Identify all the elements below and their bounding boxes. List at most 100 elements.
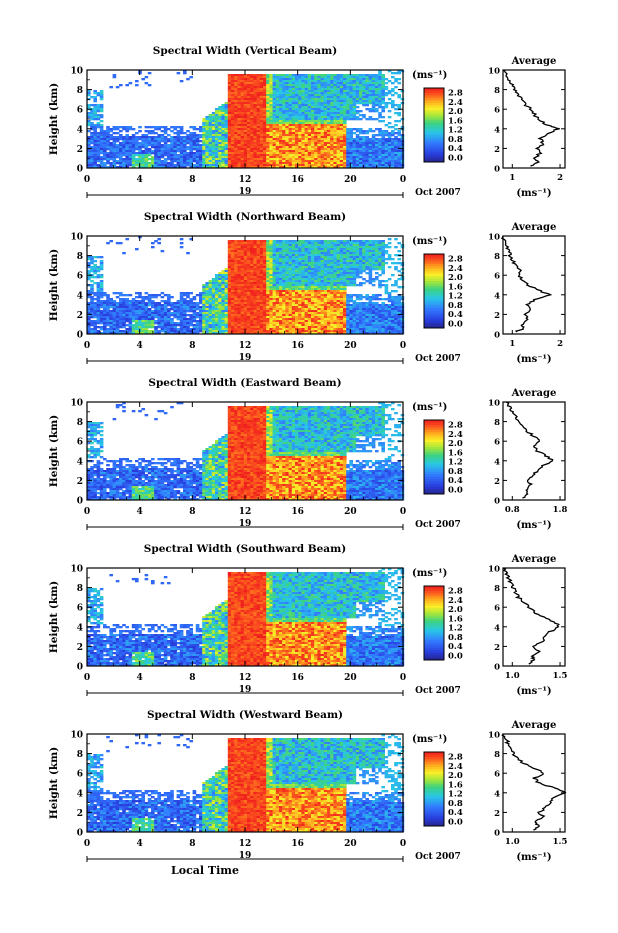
heatmap-cell <box>266 160 270 162</box>
heatmap-cell <box>247 268 251 270</box>
heatmap-cell <box>209 326 213 328</box>
heatmap-cell <box>231 96 235 98</box>
heatmap-cell <box>327 124 331 126</box>
heatmap-cell <box>225 140 229 142</box>
heatmap-cell <box>285 100 289 102</box>
heatmap-cell <box>285 110 289 112</box>
heatmap-cell <box>305 144 309 146</box>
heatmap-cell <box>241 246 245 248</box>
heatmap-cell <box>391 126 395 128</box>
heatmap-cell <box>362 132 366 134</box>
heatmap-cell <box>129 306 133 308</box>
heatmap-cell <box>151 324 155 326</box>
heatmap-cell <box>234 144 238 146</box>
heatmap-cell <box>317 94 321 96</box>
heatmap-cell <box>285 108 289 110</box>
heatmap-cell <box>209 286 213 288</box>
heatmap-cell <box>244 98 248 100</box>
heatmap-cell <box>129 320 133 322</box>
heatmap-cell <box>305 154 309 156</box>
heatmap-cell <box>231 150 235 152</box>
heatmap-cell <box>215 134 219 136</box>
heatmap-cell <box>276 154 280 156</box>
heatmap-cell <box>100 132 104 134</box>
heatmap-cell <box>257 84 261 86</box>
heatmap-cell <box>241 120 245 122</box>
heatmap-cell <box>212 282 216 284</box>
heatmap-cell <box>276 98 280 100</box>
heatmap-cell <box>170 136 174 138</box>
heatmap-cell <box>228 150 232 152</box>
heatmap-cell <box>289 164 293 166</box>
heatmap-cell <box>109 146 113 148</box>
heatmap-cell <box>97 114 101 116</box>
heatmap-cell <box>257 118 261 120</box>
heatmap-cell <box>346 80 350 82</box>
heatmap-cell <box>119 84 123 86</box>
heatmap-cell <box>151 320 155 322</box>
heatmap-cell <box>257 122 261 124</box>
heatmap-cell <box>273 86 277 88</box>
heatmap-cell <box>247 144 251 146</box>
heatmap-cell <box>183 150 187 152</box>
heatmap-cell <box>218 276 222 278</box>
heatmap-cell <box>93 304 97 306</box>
heatmap-cell <box>289 126 293 128</box>
heatmap-cell <box>141 298 145 300</box>
heatmap-cell <box>218 130 222 132</box>
heatmap-cell <box>167 128 171 130</box>
heatmap-cell <box>381 136 385 138</box>
heatmap-cell <box>193 144 197 146</box>
heatmap-cell <box>221 152 225 154</box>
heatmap-cell <box>173 316 177 318</box>
heatmap-cell <box>343 146 347 148</box>
heatmap-cell <box>282 154 286 156</box>
heatmap-cell <box>276 106 280 108</box>
heatmap-cell <box>180 128 184 130</box>
heatmap-cell <box>106 310 110 312</box>
heatmap-cell <box>129 160 133 162</box>
heatmap-cell <box>266 116 270 118</box>
heatmap-cell <box>253 326 257 328</box>
heatmap-cell <box>228 276 232 278</box>
heatmap-cell <box>97 150 101 152</box>
heatmap-cell <box>257 282 261 284</box>
heatmap-cell <box>317 76 321 78</box>
heatmap-cell <box>186 308 190 310</box>
heatmap-cell <box>228 120 232 122</box>
heatmap-cell <box>276 84 280 86</box>
heatmap-cell <box>244 126 248 128</box>
heatmap-cell <box>346 148 350 150</box>
heatmap-cell <box>135 318 139 320</box>
heatmap-cell <box>164 148 168 150</box>
heatmap-cell <box>273 118 277 120</box>
heatmap-cell <box>113 150 117 152</box>
heatmap-cell <box>292 90 296 92</box>
heatmap-cell <box>157 324 161 326</box>
heatmap-cell <box>154 158 158 160</box>
heatmap-cell <box>337 84 341 86</box>
heatmap-cell <box>100 314 104 316</box>
heatmap-cell <box>298 162 302 164</box>
heatmap-cell <box>186 310 190 312</box>
heatmap-cell <box>263 252 267 254</box>
heatmap-cell <box>225 122 229 124</box>
heatmap-cell <box>311 164 315 166</box>
heatmap-cell <box>266 96 270 98</box>
heatmap-cell <box>244 82 248 84</box>
heatmap-cell <box>241 110 245 112</box>
heatmap-cell <box>337 114 341 116</box>
heatmap-cell <box>97 304 101 306</box>
heatmap-cell <box>266 80 270 82</box>
heatmap-cell <box>106 304 110 306</box>
heatmap-cell <box>116 136 120 138</box>
heatmap-cell <box>372 130 376 132</box>
heatmap-cell <box>164 312 168 314</box>
heatmap-cell <box>209 298 213 300</box>
heatmap-cell <box>164 294 168 296</box>
heatmap-cell <box>193 160 197 162</box>
heatmap-cell <box>237 102 241 104</box>
heatmap-cell <box>247 312 251 314</box>
heatmap-cell <box>263 80 267 82</box>
heatmap-cell <box>394 148 398 150</box>
